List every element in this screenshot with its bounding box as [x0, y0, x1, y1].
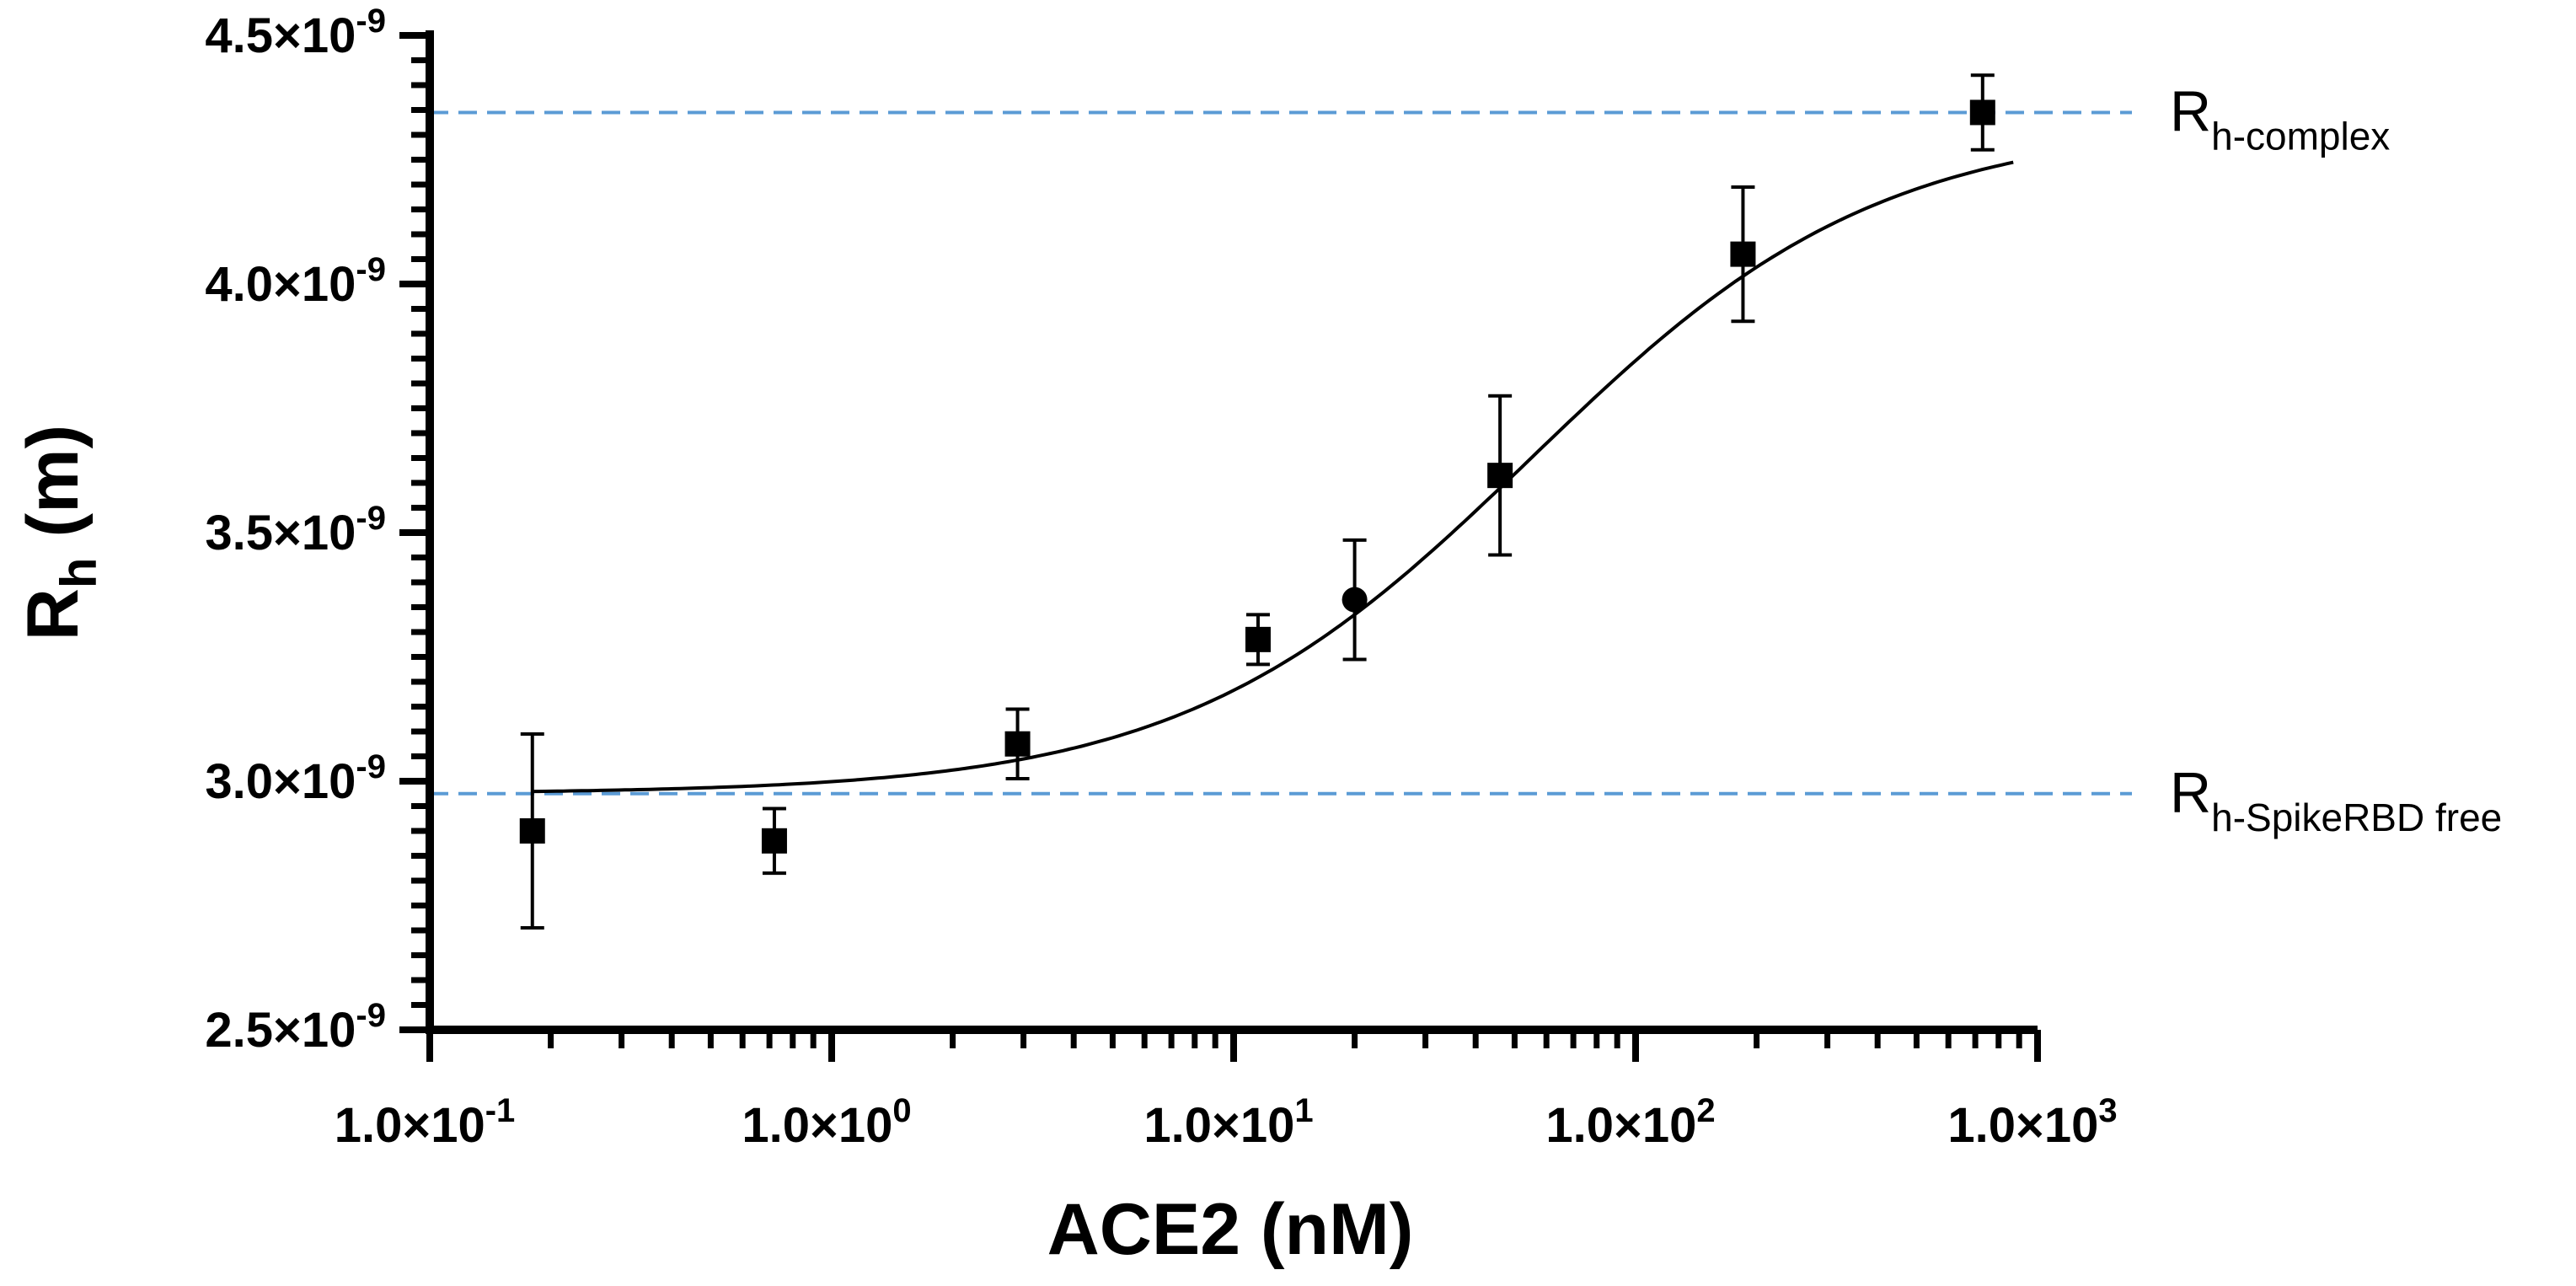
- x-tick-label-0: 1.0×10-1: [335, 1092, 516, 1153]
- x-axis-title: ACE2 (nM): [1047, 1189, 1414, 1270]
- x-tick-label-4: 1.0×103: [1947, 1092, 2117, 1153]
- x-tick-label-3: 1.0×102: [1545, 1092, 1715, 1153]
- marker-square: [761, 828, 787, 854]
- y-tick-label-0: 2.5×10-9: [205, 997, 386, 1058]
- data-point-4: [1342, 538, 1368, 662]
- axes: [399, 30, 2041, 1062]
- y-tick-label-1: 3.0×10-9: [205, 748, 386, 809]
- y-tick-label-3: 4.0×10-9: [205, 251, 386, 312]
- marker-square: [1969, 99, 1995, 126]
- fit-curve-layer: [532, 160, 2014, 794]
- marker-square: [1245, 626, 1271, 652]
- data-point-1: [761, 806, 787, 876]
- marker-square: [1487, 463, 1513, 489]
- axis-labels: 2.5×10-9 3.0×10-9 3.5×10-9 4.0×10-9 4.5×10-9…: [13, 3, 2118, 1270]
- marker-square: [1730, 241, 1756, 267]
- data-point-7: [1969, 73, 1995, 152]
- data-point-5: [1487, 394, 1513, 557]
- reference-line-label-0: Rh-complex: [2170, 79, 2390, 158]
- y-tick-label-4: 4.5×10-9: [205, 3, 386, 63]
- reference-lines: Rh-complex Rh-SpikeRBD free: [430, 79, 2502, 839]
- marker-square: [519, 818, 545, 844]
- data-points: [519, 73, 1995, 930]
- y-tick-label-2: 3.5×10-9: [205, 500, 386, 560]
- reference-line-label-1: Rh-SpikeRBD free: [2170, 761, 2502, 839]
- x-tick-label-2: 1.0×101: [1143, 1092, 1313, 1153]
- x-tick-label-1: 1.0×100: [742, 1092, 911, 1153]
- marker-circle: [1342, 587, 1368, 613]
- data-point-2: [1004, 707, 1031, 781]
- data-point-6: [1730, 185, 1756, 324]
- fit-curve: [532, 160, 2014, 794]
- y-axis-title: Rh (m): [13, 425, 107, 640]
- data-point-3: [1245, 613, 1271, 667]
- data-point-0: [519, 731, 545, 930]
- marker-square: [1004, 731, 1031, 757]
